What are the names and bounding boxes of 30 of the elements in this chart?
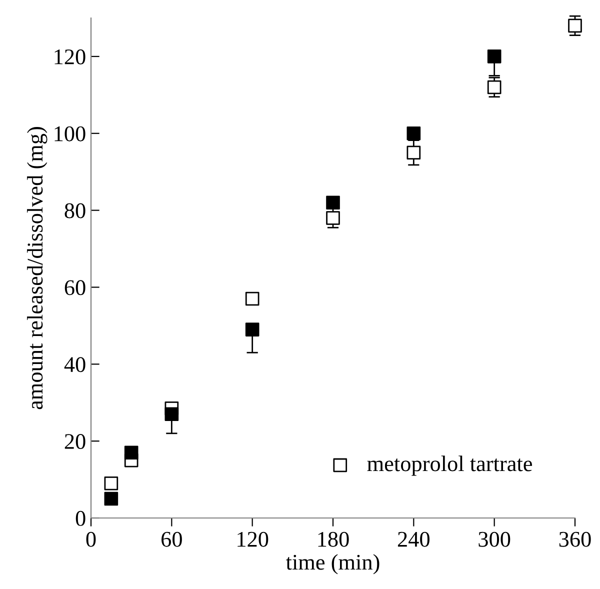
x-tick-label: 360 <box>559 532 591 547</box>
point <box>245 292 260 306</box>
point <box>326 211 340 225</box>
point <box>406 126 421 140</box>
x-tick-label: 300 <box>478 532 510 547</box>
x-tick-label: 0 <box>86 532 96 547</box>
y-tick-label: 40 <box>64 357 86 372</box>
point <box>104 492 118 506</box>
point <box>487 50 502 64</box>
y-tick-label: 120 <box>54 49 86 64</box>
legend-label: metoprolol tartrate <box>367 456 532 476</box>
y-tick-label: 100 <box>54 126 86 142</box>
point <box>406 146 421 160</box>
point <box>164 407 179 422</box>
x-axis-title: time (min) <box>286 554 380 574</box>
point <box>245 322 260 336</box>
x-tick-label: 60 <box>162 532 182 547</box>
point <box>124 446 138 460</box>
point <box>104 476 118 490</box>
y-tick-label: 80 <box>64 203 86 218</box>
y-tick-label: 20 <box>64 434 86 450</box>
point <box>326 196 340 210</box>
x-tick-label: 180 <box>318 532 349 547</box>
point <box>487 80 502 94</box>
x-tick-label: 120 <box>238 532 268 547</box>
y-tick-label: 0 <box>76 510 86 526</box>
y-tick-label: 60 <box>64 280 86 296</box>
point <box>568 18 582 33</box>
y-axis-title: amount released/dissolved (mg) <box>27 127 48 410</box>
x-tick-label: 240 <box>398 532 430 547</box>
